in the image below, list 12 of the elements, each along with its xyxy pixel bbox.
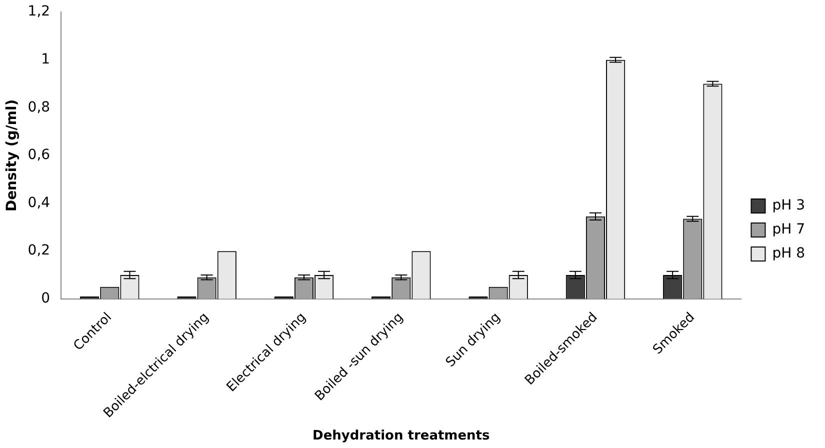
y-tick-label: 0,2 xyxy=(28,242,50,259)
legend-label: pH 8 xyxy=(772,246,806,262)
legend-label: pH 7 xyxy=(772,222,806,238)
y-tick-label: 1 xyxy=(41,51,50,68)
y-tick-label: 0,4 xyxy=(28,194,50,211)
x-axis-title: Dehydration treatments xyxy=(312,428,490,444)
y-tick-label: 0,6 xyxy=(28,147,50,164)
y-tick-label: 0,8 xyxy=(28,99,50,116)
y-axis-title: Density (g/ml) xyxy=(4,99,20,212)
y-tick-label: 1,2 xyxy=(28,4,50,20)
legend-label: pH 3 xyxy=(772,198,806,214)
y-tick-label: 0 xyxy=(41,290,50,307)
